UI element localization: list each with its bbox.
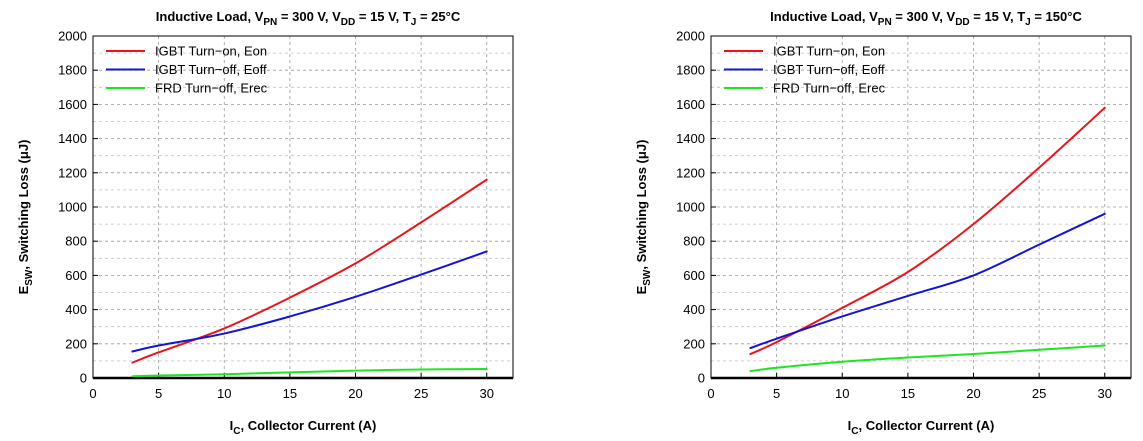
y-tick-label: 1000: [676, 200, 705, 215]
x-tick-label: 10: [835, 386, 849, 401]
legend-label: FRD Turn−off, Erec: [155, 81, 268, 96]
gridlines: [93, 36, 513, 378]
x-tick-label: 20: [966, 386, 980, 401]
y-tick-label: 2000: [58, 29, 87, 44]
x-tick-label: 25: [414, 386, 428, 401]
legend-label: IGBT Turn−off, Eoff: [773, 62, 885, 77]
series-line-3: [749, 344, 1106, 373]
chart-1: 0 5 10 15 20 25 30 0 200 400 600 800 1000 1200 1400 160…: [16, 9, 514, 437]
series-line-1: [131, 178, 488, 364]
y-tick-label: 1600: [58, 97, 87, 112]
y-tick-label: 1800: [676, 63, 705, 78]
chart-2: 0 5 10 15 20 25 30 0 200 400 600 800 1000 1200 1400 160…: [634, 9, 1132, 437]
y-tick-label: 200: [683, 336, 705, 351]
y-tick-label: 0: [80, 371, 87, 386]
series-line-3: [131, 367, 488, 378]
chart-title: Inductive Load, VPN = 300 V, VDD = 15 V,…: [156, 9, 461, 28]
legend-label: IGBT Turn−on, Eon: [155, 44, 267, 59]
x-tick-label: 0: [89, 386, 96, 401]
y-tick-label: 1800: [58, 63, 87, 78]
y-tick-label: 400: [683, 302, 705, 317]
y-tick-label: 600: [65, 268, 87, 283]
x-axis-label: IC, Collector Current (A): [848, 418, 995, 437]
y-tick-label: 1000: [58, 200, 87, 215]
y-tick-label: 1400: [58, 131, 87, 146]
y-axis-label: ESW, Switching Loss (μJ): [634, 140, 653, 295]
x-tick-label: 30: [1098, 386, 1112, 401]
x-tick-label: 5: [773, 386, 780, 401]
legend-label: FRD Turn−off, Erec: [773, 81, 886, 96]
x-axis-label: IC, Collector Current (A): [230, 418, 377, 437]
x-tick-label: 30: [480, 386, 494, 401]
y-tick-label: 400: [65, 302, 87, 317]
x-tick-label: 15: [283, 386, 297, 401]
series-group: [749, 106, 1106, 373]
ticks: 0 5 10 15 20 25 30 0 200 400 600 800 1000 1200 1400 160…: [58, 29, 494, 402]
y-tick-label: 200: [65, 336, 87, 351]
y-tick-label: 1600: [676, 97, 705, 112]
legend: IGBT Turn−on, Eon IGBT Turn−off, Eoff FRD …: [106, 44, 268, 96]
y-tick-label: 1200: [58, 165, 87, 180]
series-line-2: [131, 250, 488, 353]
series-group: [131, 178, 488, 378]
x-tick-label: 10: [217, 386, 231, 401]
series-line-2: [749, 212, 1106, 350]
x-tick-label: 25: [1032, 386, 1046, 401]
y-tick-label: 1200: [676, 165, 705, 180]
y-tick-label: 0: [698, 371, 705, 386]
x-tick-label: 5: [155, 386, 162, 401]
legend-label: IGBT Turn−off, Eoff: [155, 62, 267, 77]
y-tick-label: 2000: [676, 29, 705, 44]
ticks: 0 5 10 15 20 25 30 0 200 400 600 800 1000 1200 1400 160…: [676, 29, 1112, 402]
legend: IGBT Turn−on, Eon IGBT Turn−off, Eoff FRD …: [724, 44, 886, 96]
chart-title: Inductive Load, VPN = 300 V, VDD = 15 V,…: [770, 9, 1082, 28]
x-tick-label: 20: [348, 386, 362, 401]
y-axis-label: ESW, Switching Loss (μJ): [16, 140, 35, 295]
y-tick-label: 1400: [676, 131, 705, 146]
legend-label: IGBT Turn−on, Eon: [773, 44, 885, 59]
y-tick-label: 800: [65, 234, 87, 249]
x-tick-label: 0: [707, 386, 714, 401]
x-tick-label: 15: [901, 386, 915, 401]
y-tick-label: 800: [683, 234, 705, 249]
series-line-1: [749, 106, 1106, 356]
y-tick-label: 600: [683, 268, 705, 283]
